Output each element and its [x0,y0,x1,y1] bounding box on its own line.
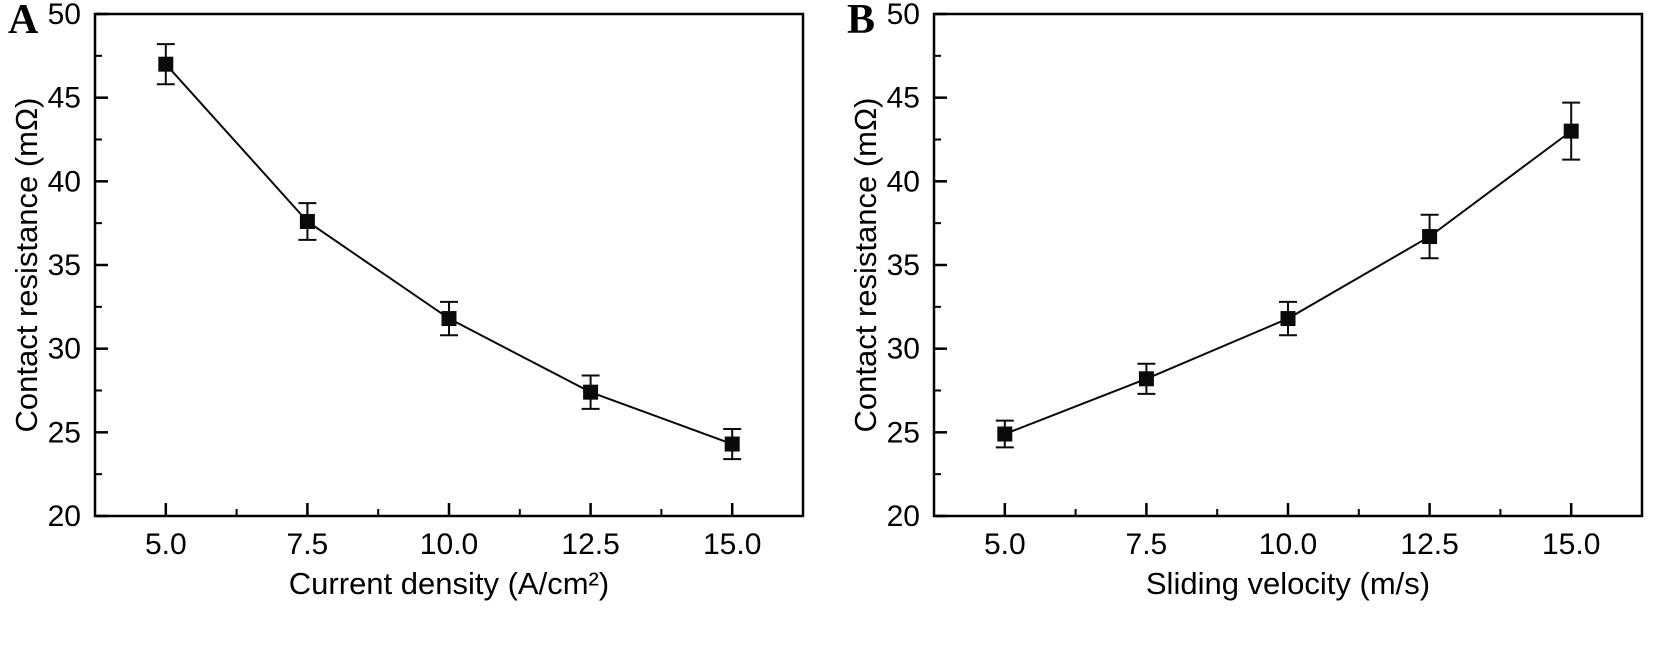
svg-text:45: 45 [887,82,920,115]
chart-a-y-axis-title: Contact resistance (mΩ) [9,97,44,433]
svg-text:50: 50 [887,0,920,31]
chart-a-line-plot: 5.0 7.5 10.0 12.5 15.0 20 25 30 35 40 45 50 [48,0,805,561]
svg-text:35: 35 [48,249,81,282]
svg-text:25: 25 [887,416,920,449]
svg-text:30: 30 [48,333,81,366]
panel-a-label: A [8,0,39,43]
panel-b-label: B [847,0,876,43]
svg-text:25: 25 [48,416,81,449]
svg-text:7.5: 7.5 [287,528,329,561]
svg-text:20: 20 [887,500,920,533]
svg-text:40: 40 [48,165,81,198]
svg-text:12.5: 12.5 [1400,528,1458,561]
svg-text:50: 50 [48,0,81,31]
svg-text:30: 30 [887,333,920,366]
svg-text:40: 40 [887,165,920,198]
svg-text:10.0: 10.0 [1259,528,1317,561]
panel-a: A 5.0 7.5 10.0 12.5 15.0 20 25 30 35 40 45 50 Conta… [8,0,805,601]
chart-b-x-axis-title: Sliding velocity (m/s) [1145,566,1431,601]
svg-text:15.0: 15.0 [1542,528,1600,561]
svg-text:20: 20 [48,500,81,533]
svg-text:7.5: 7.5 [1126,528,1168,561]
svg-text:15.0: 15.0 [703,528,761,561]
chart-a-x-axis-title: Current density (A/cm²) [288,566,610,601]
svg-text:12.5: 12.5 [561,528,619,561]
chart-b-line-plot: 5.0 7.5 10.0 12.5 15.0 20 25 30 35 40 45 50 [887,0,1644,561]
svg-text:10.0: 10.0 [420,528,478,561]
svg-text:5.0: 5.0 [984,528,1026,561]
svg-text:35: 35 [887,249,920,282]
panel-b: B 5.0 7.5 10.0 12.5 15.0 20 25 30 35 40 45 50 Conta… [839,0,1678,646]
chart-b-y-axis-title: Contact resistance (mΩ) [848,97,883,433]
svg-text:5.0: 5.0 [145,528,187,561]
svg-text:45: 45 [48,82,81,115]
